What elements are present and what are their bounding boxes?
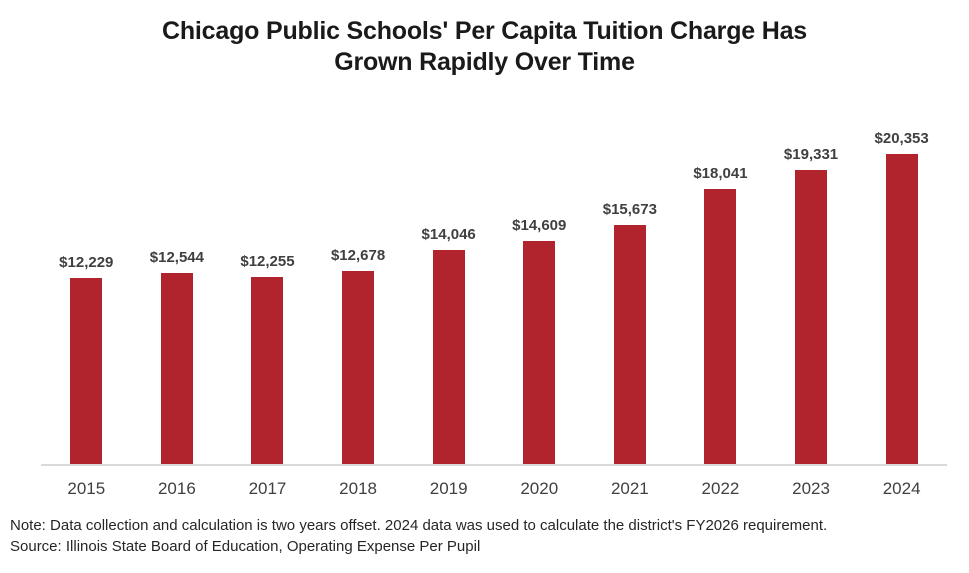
bar-value-label: $19,331 xyxy=(783,146,839,163)
x-tick-2022: 2022 xyxy=(701,479,740,498)
bar-value-label: $12,255 xyxy=(240,253,295,270)
bar-2017 xyxy=(251,277,284,464)
bar-chart: $12,229 $12,544 $12,255 $12,678 $14,046 $14,6… xyxy=(41,130,947,499)
bar-2024 xyxy=(885,154,918,464)
bar-column-2022: $18,041 xyxy=(675,130,766,464)
bar-value-label: $14,046 xyxy=(421,226,476,243)
bar-2019 xyxy=(432,250,465,464)
x-tick-2017: 2017 xyxy=(248,479,287,498)
bar-2022 xyxy=(704,189,737,464)
chart-title-line-1: Chicago Public Schools' Per Capita Tuiti… xyxy=(162,17,807,45)
bar-2015 xyxy=(70,278,103,464)
bar-value-label: $12,544 xyxy=(149,249,204,266)
bar-column-2018: $12,678 xyxy=(313,130,404,464)
x-tick-2018: 2018 xyxy=(339,479,377,498)
plot-area: $12,229 $12,544 $12,255 $12,678 $14,046 $14,6… xyxy=(41,130,947,464)
bar-value-label: $18,041 xyxy=(693,165,748,182)
x-tick-2016: 2016 xyxy=(157,479,196,498)
bar-column-2023: $19,331 xyxy=(766,130,857,464)
x-axis-labels: 2015 2016 2017 2018 2019 2020 2021 2022 2023 2024 xyxy=(41,479,947,499)
bar-value-label: $12,229 xyxy=(59,254,114,271)
bar-column-2021: $15,673 xyxy=(585,130,676,464)
bar-value-label: $12,678 xyxy=(330,247,386,264)
bar-2020 xyxy=(523,241,556,464)
x-tick-2019: 2019 xyxy=(429,479,468,498)
bar-column-2017: $12,255 xyxy=(222,130,313,464)
source-text: Source: Illinois State Board of Educatio… xyxy=(10,538,481,555)
bar-2016 xyxy=(160,273,193,464)
bar-column-2016: $12,544 xyxy=(132,130,223,464)
chart-title: Chicago Public Schools' Per Capita Tuiti… xyxy=(0,16,969,78)
x-tick-2020: 2020 xyxy=(520,479,559,498)
bar-column-2024: $20,353 xyxy=(856,130,947,464)
bar-value-label: $14,609 xyxy=(512,217,567,234)
bar-column-2020: $14,609 xyxy=(494,130,585,464)
chart-figure: Chicago Public Schools' Per Capita Tuiti… xyxy=(0,16,969,573)
x-tick-2015: 2015 xyxy=(67,479,106,498)
x-tick-2023: 2023 xyxy=(792,479,830,498)
bar-2023 xyxy=(795,170,828,464)
bar-column-2015: $12,229 xyxy=(41,130,132,464)
x-tick-2024: 2024 xyxy=(882,479,921,498)
note-text: Note: Data collection and calculation is… xyxy=(10,517,828,534)
footnotes: Note: Data collection and calculation is… xyxy=(10,515,969,557)
chart-title-line-2: Grown Rapidly Over Time xyxy=(334,48,635,76)
bar-column-2019: $14,046 xyxy=(403,130,494,464)
bar-value-label: $20,353 xyxy=(874,130,929,147)
bar-2018 xyxy=(342,271,375,464)
x-axis-line xyxy=(41,464,947,466)
bar-2021 xyxy=(613,225,646,464)
x-tick-2021: 2021 xyxy=(610,479,649,498)
bar-value-label: $15,673 xyxy=(602,201,657,218)
